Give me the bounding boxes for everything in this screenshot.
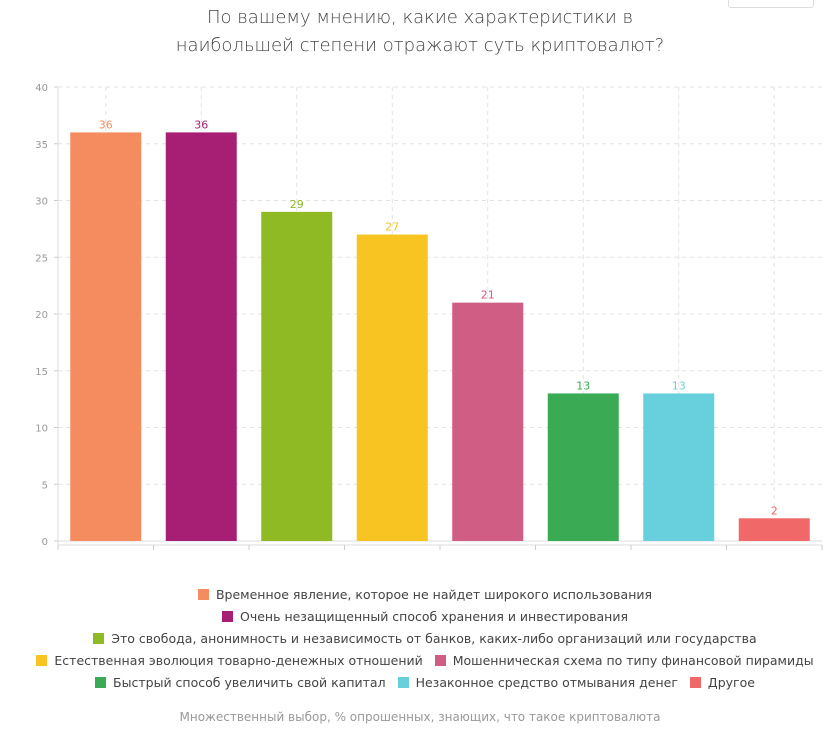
chart-title: По вашему мнению, какие характеристики в… [0,4,840,60]
data-label: 2 [771,504,778,517]
legend-item[interactable]: Временное явление, которое не найдет шир… [197,584,653,606]
legend-item[interactable]: Другое [689,672,755,694]
data-label: 27 [385,221,399,234]
legend-label: Естественная эволюция товарно-денежных о… [54,653,423,668]
legend-label: Мошенническая схема по типу финансовой п… [452,653,814,668]
chart-menu-button[interactable] [728,0,814,8]
data-label: 29 [290,198,304,211]
legend-label: Незаконное средство отмывания денег [415,675,678,690]
legend-label: Очень незащищенный способ хранения и инв… [240,609,628,624]
bar [70,132,142,541]
chart-note: Множественный выбор, % опрошенных, знающ… [179,710,661,724]
legend-swatch [689,677,701,688]
bar [261,211,333,541]
bar [165,132,237,541]
legend-swatch [197,589,209,600]
bar [738,518,810,541]
y-tick-label: 25 [35,253,48,264]
data-label: 21 [481,289,495,302]
legend-swatch [397,677,409,688]
legend-swatch [93,633,105,644]
legend-label: Быстрый способ увеличить свой капитал [113,675,386,690]
data-label: 36 [194,118,208,131]
chart-title-line-2: наибольшей степени отражают суть криптов… [175,35,665,56]
legend-row: Временное явление, которое не найдет шир… [30,584,820,606]
legend-label: Другое [707,675,755,690]
data-label: 13 [672,379,686,392]
data-label: 13 [576,379,590,392]
chart-title-line-1: По вашему мнению, какие характеристики в [206,7,634,28]
legend-item[interactable]: Мошенническая схема по типу финансовой п… [434,650,814,672]
y-tick-label: 10 [35,424,48,435]
y-tick-label: 0 [42,537,48,548]
bar [547,393,619,541]
legend-swatch [434,655,446,666]
legend-swatch [222,611,234,622]
legend-swatch [36,655,48,666]
bar [643,393,715,541]
bar-chart: 0 5 10 15 20 25 30 35 40 36 36 29 27 21 13 13 2 [35,83,823,550]
legend-label: Это свобода, анонимность и независимость… [111,631,757,646]
legend-swatch [95,677,107,688]
y-tick-label: 20 [35,310,48,321]
bar [452,302,524,541]
legend-item[interactable]: Естественная эволюция товарно-денежных о… [36,650,423,672]
y-tick-label: 15 [35,367,48,378]
legend-row: Быстрый способ увеличить свой капитал Нез… [30,672,820,694]
legend-item[interactable]: Незаконное средство отмывания денег [397,672,678,694]
y-tick-label: 35 [35,140,48,151]
legend-item[interactable]: Быстрый способ увеличить свой капитал [95,672,386,694]
bar [356,234,428,542]
y-tick-label: 5 [42,480,48,491]
y-tick-label: 30 [35,197,48,208]
y-tick-label: 40 [35,83,48,94]
legend-row: Естественная эволюция товарно-денежных о… [30,650,820,672]
legend-row: Это свобода, анонимность и независимость… [30,628,820,650]
legend-item[interactable]: Это свобода, анонимность и независимость… [93,628,757,650]
legend-label: Временное явление, которое не найдет шир… [215,587,653,602]
legend: Временное явление, которое не найдет шир… [30,584,820,694]
data-label: 36 [99,118,113,131]
legend-item[interactable]: Очень незащищенный способ хранения и инв… [222,606,628,628]
legend-row: Очень незащищенный способ хранения и инв… [30,606,820,628]
